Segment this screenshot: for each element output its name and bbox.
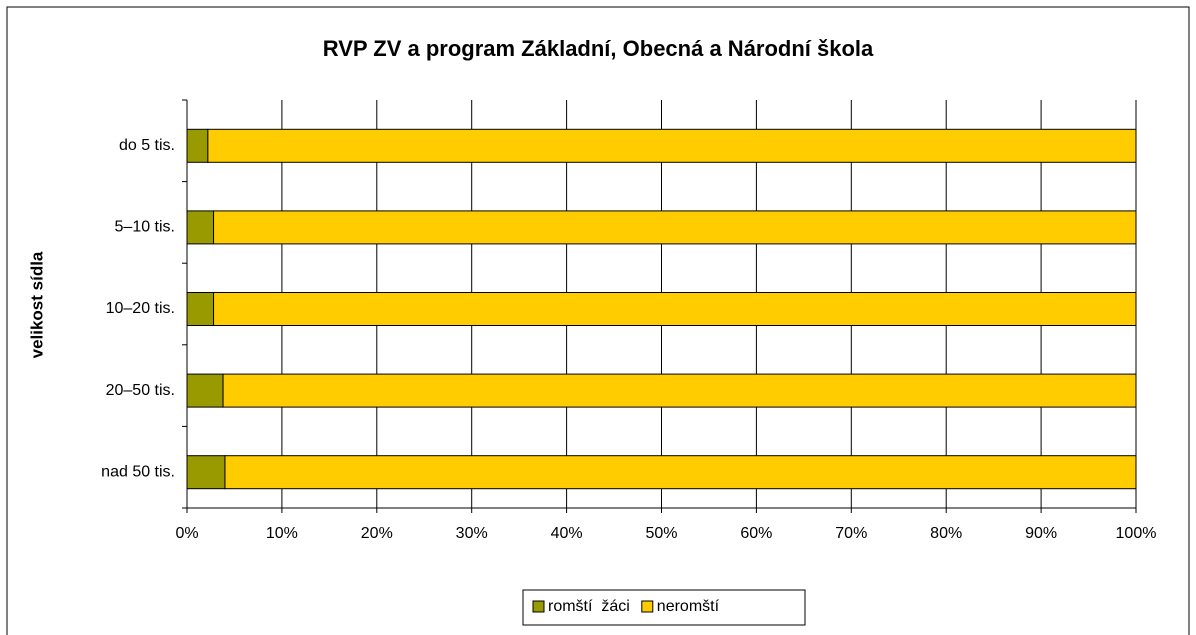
bar-segment <box>207 128 1137 163</box>
y-tick-label: do 5 tis. <box>119 137 175 154</box>
x-tick-label: 50% <box>645 525 677 542</box>
legend-box <box>522 589 806 626</box>
x-tick-label: 70% <box>835 525 867 542</box>
bar-segment <box>186 373 224 408</box>
x-tick-label: 60% <box>740 525 772 542</box>
x-tick-label: 30% <box>456 525 488 542</box>
chart-title: RVP ZV a program Základní, Obecná a Náro… <box>323 36 874 61</box>
bar-segment <box>222 373 1137 408</box>
legend-swatch <box>532 600 545 613</box>
bar-segment <box>213 210 1137 245</box>
legend-label: romští žáci <box>548 598 630 615</box>
y-tick-label: 20–50 tis. <box>106 382 175 399</box>
bar-segment <box>186 128 209 163</box>
y-axis-label: velikost sídla <box>27 251 46 358</box>
bar-segment <box>213 292 1137 326</box>
bar-segment <box>224 455 1137 490</box>
bar-segment <box>186 455 226 490</box>
legend-swatch <box>641 600 654 613</box>
legend-label: neromští <box>657 598 720 615</box>
x-tick-label: 90% <box>1025 525 1057 542</box>
y-tick-label: 5–10 tis. <box>115 219 175 236</box>
x-tick-label: 80% <box>930 525 962 542</box>
y-tick-label: 10–20 tis. <box>106 300 175 317</box>
bar-segment <box>186 292 215 326</box>
x-tick-label: 0% <box>175 525 198 542</box>
x-tick-label: 100% <box>1116 525 1157 542</box>
bar-segment <box>186 210 215 245</box>
y-tick-label: nad 50 tis. <box>101 463 175 480</box>
x-tick-label: 20% <box>361 525 393 542</box>
x-tick-label: 10% <box>266 525 298 542</box>
x-tick-label: 40% <box>551 525 583 542</box>
